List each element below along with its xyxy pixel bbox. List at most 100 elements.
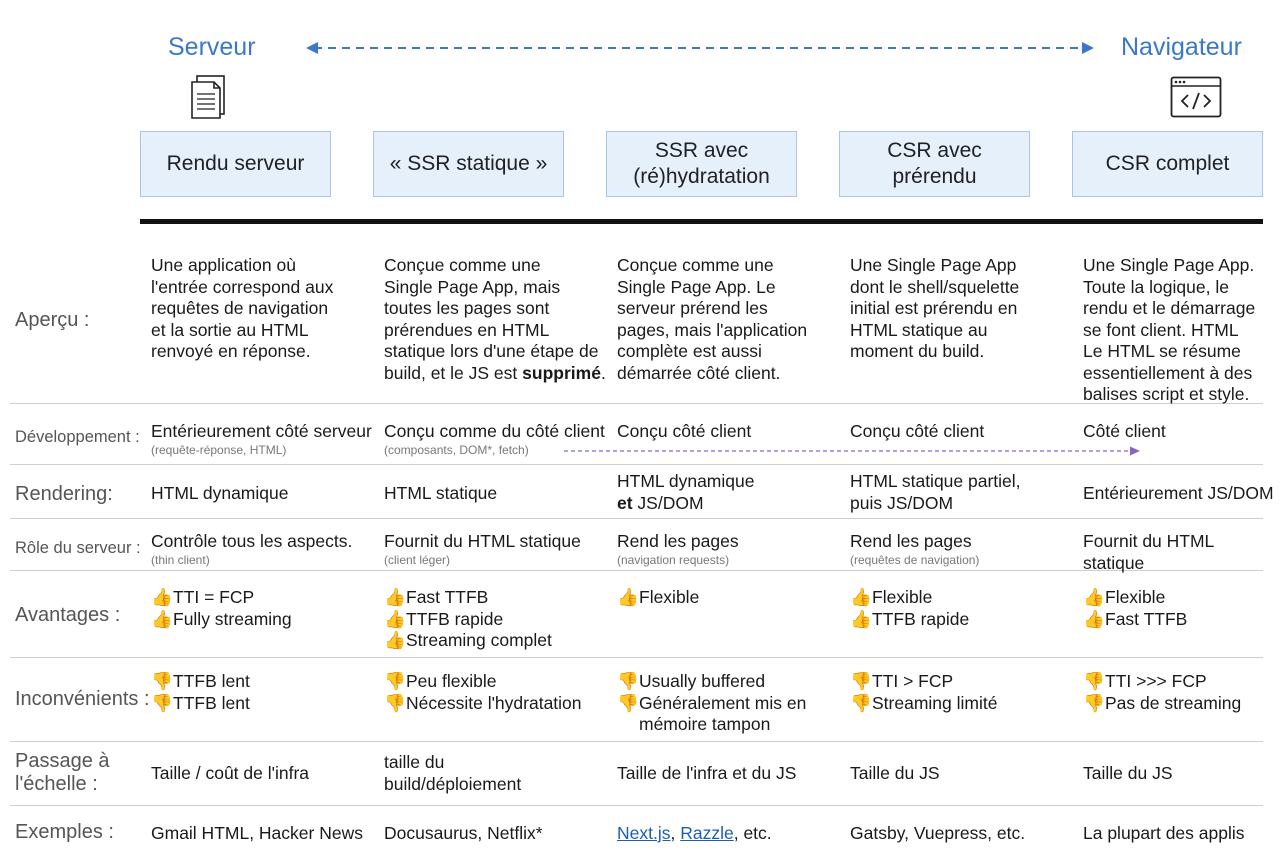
list-item: 👎TTFB lent xyxy=(151,671,250,693)
item-text: Généralement mis en xyxy=(639,692,807,713)
item-text: TTI >>> FCP xyxy=(1105,671,1207,691)
text-line: se font client. HTML xyxy=(1083,319,1239,340)
list-item: 👎TTI >>> FCP xyxy=(1083,671,1241,693)
development-csr-prerender: Conçu côté client xyxy=(850,421,985,441)
text-line: requêtes de navigation xyxy=(151,298,329,318)
item-text: Fully streaming xyxy=(173,608,292,629)
item-text: Streaming complet xyxy=(406,630,552,650)
text-line: Entérieurement côté serveur xyxy=(151,421,372,441)
drawbacks-ssr-hydration: 👎Usually buffered 👎Généralement mis en m… xyxy=(617,671,806,736)
development-ssr-hydration: Conçu côté client xyxy=(617,421,752,441)
text-line: toutes les pages sont xyxy=(384,298,550,318)
row-label-examples: Exemples : xyxy=(15,821,114,843)
row-label-overview: Aperçu : xyxy=(15,309,90,331)
text-line: Toute la logique, le xyxy=(1083,276,1229,297)
row-label-drawbacks: Inconvénients : xyxy=(15,688,150,710)
razzle-link[interactable]: Razzle xyxy=(680,823,734,843)
thumbs-down-icon: 👎 xyxy=(617,692,639,713)
scaling-csr-prerender: Taille du JS xyxy=(850,763,940,783)
text-line: Une Single Page App. xyxy=(1083,255,1255,275)
overview-ssr-hydration: Conçue comme une Single Page App. Le ser… xyxy=(617,255,807,384)
rendering-full-csr: Entérieurement JS/DOM xyxy=(1083,483,1274,503)
text-line: Rend les pages xyxy=(617,531,739,551)
advantages-static-ssr: 👍Fast TTFB 👍TTFB rapide 👍Streaming compl… xyxy=(384,587,552,652)
role-server-rendering: Contrôle tous les aspects. (thin client) xyxy=(151,531,352,567)
examples-ssr-hydration: Next.js, Razzle, etc. xyxy=(617,823,772,845)
text-line: prérendues en HTML xyxy=(384,319,550,340)
text-fragment: . xyxy=(600,362,606,383)
examples-full-csr: La plupart des applis xyxy=(1083,823,1245,843)
list-item: 👍Flexible xyxy=(850,587,969,609)
text-line: puis JS/DOM xyxy=(850,492,954,513)
sub-note: (client léger) xyxy=(384,552,451,567)
column-header-static-ssr: « SSR statique » xyxy=(373,131,564,197)
item-text: Flexible xyxy=(639,587,700,607)
list-item: mémoire tampon xyxy=(617,714,806,736)
rendering-static-ssr: HTML statique xyxy=(384,483,498,503)
advantages-full-csr: 👍Flexible 👍Fast TTFB xyxy=(1083,587,1187,630)
text-fragment: , etc. xyxy=(733,823,772,843)
role-ssr-hydration: Rend les pages (navigation requests) xyxy=(617,531,739,567)
nextjs-link[interactable]: Next.js xyxy=(617,823,671,843)
text-line: initial est prérendu en xyxy=(850,298,1018,318)
drawbacks-csr-prerender: 👎TTI > FCP 👎Streaming limité xyxy=(850,671,997,714)
item-text: Streaming limité xyxy=(872,692,998,713)
column-header-full-csr: CSR complet xyxy=(1072,131,1263,197)
item-text: TTI > FCP xyxy=(872,671,954,691)
list-item: 👎Généralement mis en xyxy=(617,693,806,715)
advantages-csr-prerender: 👍Flexible 👍TTFB rapide xyxy=(850,587,969,630)
text-line: HTML statique partiel, xyxy=(850,471,1021,491)
sub-note: (navigation requests) xyxy=(617,552,730,567)
thumbs-up-icon: 👍 xyxy=(384,608,406,629)
drawbacks-static-ssr: 👎Peu flexible 👎Nécessite l'hydratation xyxy=(384,671,582,714)
text-line: démarrée côté client. xyxy=(617,362,781,383)
text-line: HTML statique au xyxy=(850,319,988,340)
thumbs-up-icon: 👍 xyxy=(1083,608,1105,629)
row-divider xyxy=(10,570,1263,571)
item-text: Nécessite l'hydratation xyxy=(406,692,582,713)
scaling-full-csr: Taille du JS xyxy=(1083,763,1173,783)
text-line: Single Page App, mais xyxy=(384,276,561,297)
text-line: HTML dynamique xyxy=(617,471,755,491)
text-line: Single Page App. Le xyxy=(617,276,776,297)
thumbs-down-icon: 👎 xyxy=(384,671,406,691)
item-text: Pas de streaming xyxy=(1105,692,1242,713)
thumbs-down-icon: 👎 xyxy=(617,671,639,691)
role-full-csr: Fournit du HTML statique xyxy=(1083,531,1214,574)
text-line: statique lors d'une étape de xyxy=(384,341,599,361)
text-line: dont le shell/squelette xyxy=(850,276,1020,297)
rendering-ssr-hydration: HTML dynamique et JS/DOM xyxy=(617,471,754,514)
text-line: complète est aussi xyxy=(617,341,762,361)
browser-code-icon xyxy=(1170,76,1222,118)
row-divider xyxy=(10,657,1263,658)
thumbs-down-icon: 👎 xyxy=(850,692,872,713)
rendering-csr-prerender: HTML statique partiel, puis JS/DOM xyxy=(850,471,1021,514)
thumbs-up-icon: 👍 xyxy=(384,587,406,607)
row-divider xyxy=(10,518,1263,519)
list-item: 👍Fast TTFB xyxy=(1083,609,1187,631)
text-line: Contrôle tous les aspects. xyxy=(151,531,353,551)
sub-note: (requête-réponse, HTML) xyxy=(151,442,287,457)
examples-static-ssr: Docusaurus, Netflix* xyxy=(384,823,543,843)
text-line: serveur prérend les xyxy=(617,298,768,318)
development-full-csr: Côté client xyxy=(1083,421,1166,441)
item-text: Usually buffered xyxy=(639,671,766,691)
text-line: essentiellement à des xyxy=(1083,362,1253,383)
item-text: Flexible xyxy=(872,587,933,607)
overview-static-ssr: Conçue comme une Single Page App, mais t… xyxy=(384,255,606,384)
text-fragment: build, et le JS est xyxy=(384,362,518,383)
text-line: Conçue comme une xyxy=(617,255,774,275)
scaling-static-ssr: taille du build/déploiement xyxy=(384,752,521,795)
thumbs-up-icon: 👍 xyxy=(617,587,639,607)
list-item: 👎Nécessite l'hydratation xyxy=(384,693,582,715)
list-item: 👎TTFB lent xyxy=(151,693,250,715)
row-label-rendering: Rendering: xyxy=(15,483,113,505)
text-line: Une Single Page App xyxy=(850,255,1017,275)
item-text: Peu flexible xyxy=(406,671,497,691)
server-end-label: Serveur xyxy=(168,33,256,61)
drawbacks-server-rendering: 👎TTFB lent 👎TTFB lent xyxy=(151,671,250,714)
item-text: Flexible xyxy=(1105,587,1166,607)
row-label-advantages: Avantages : xyxy=(15,604,121,626)
text-line: Rend les pages xyxy=(850,531,972,551)
examples-csr-prerender: Gatsby, Vuepress, etc. xyxy=(850,823,1026,843)
